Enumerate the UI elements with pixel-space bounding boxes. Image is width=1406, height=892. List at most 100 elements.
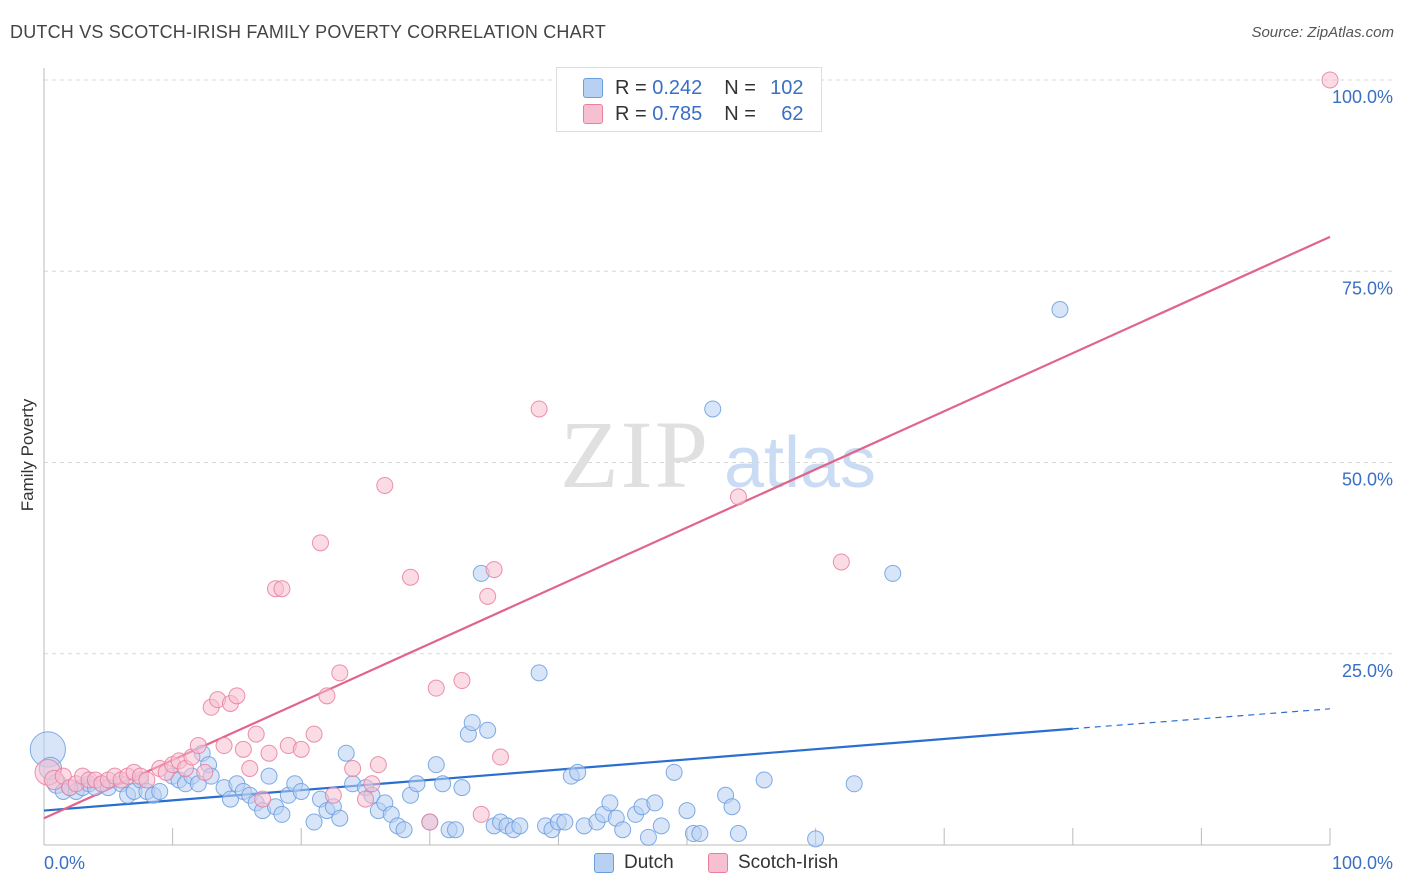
point-scotch-irish [318, 687, 336, 705]
y-tick-label: 25.0% [1342, 661, 1393, 681]
legend-dutch-n-value: 102 [770, 76, 804, 99]
point-scotch-irish [273, 580, 291, 598]
point-scotch-irish [305, 725, 323, 743]
point-dutch [337, 744, 355, 762]
legend-scotch-r-label: R = [615, 102, 653, 125]
point-dutch [601, 794, 619, 812]
legend-swatch-scotch [583, 104, 603, 124]
bottom-legend-swatch-dutch [594, 853, 614, 873]
point-scotch-irish [453, 672, 471, 690]
point-scotch-irish [832, 553, 850, 571]
legend-scotch-n-label: N = [724, 102, 762, 125]
point-scotch-irish [189, 737, 207, 755]
trend-line-scotch-irish [43, 235, 1331, 820]
point-dutch [755, 771, 773, 789]
trend-line-dutch [43, 727, 1073, 812]
point-scotch-irish [357, 790, 374, 808]
point-dutch [511, 817, 529, 835]
legend-scotch-n-value: 62 [781, 102, 804, 125]
point-dutch [665, 763, 683, 781]
point-scotch-irish [138, 771, 156, 789]
watermark-zip: ZIP [560, 401, 710, 508]
gridlines [44, 79, 1395, 655]
point-dutch [453, 779, 471, 797]
point-scotch-irish [492, 748, 510, 766]
x-tick-label: 100.0% [1332, 853, 1393, 873]
x-tick-label: 0.0% [44, 853, 85, 873]
point-scotch-irish [530, 400, 548, 418]
point-dutch [221, 790, 239, 808]
point-dutch [845, 775, 863, 793]
bottom-legend-label-scotch: Scotch-Irish [738, 852, 839, 873]
point-dutch [305, 813, 323, 831]
legend-row-dutch: R = 0.242 N = 102 [583, 76, 804, 100]
bottom-legend-scotch: Scotch-Irish [708, 852, 838, 874]
point-dutch [408, 775, 426, 793]
data-points [29, 71, 1339, 848]
bottom-legend-dutch: Dutch [594, 852, 674, 874]
point-scotch-irish [485, 561, 503, 579]
point-dutch [260, 767, 278, 785]
point-dutch [434, 775, 452, 793]
y-tick-label: 100.0% [1332, 87, 1393, 107]
point-dutch [556, 813, 574, 831]
point-scotch-irish [369, 756, 387, 774]
point-scotch-irish [241, 760, 259, 777]
point-dutch [704, 400, 722, 418]
point-scotch-irish [479, 587, 497, 605]
point-scotch-irish [729, 488, 747, 506]
point-scotch-irish [196, 763, 214, 781]
point-scotch-irish [331, 664, 349, 682]
trend-extension-dutch [1072, 708, 1331, 730]
point-dutch [331, 809, 349, 827]
point-scotch-irish [324, 786, 342, 804]
point-scotch-irish [234, 740, 252, 758]
y-tick-label: 50.0% [1342, 470, 1393, 490]
point-dutch [1051, 301, 1069, 318]
point-scotch-irish [247, 725, 265, 743]
bottom-legend-label-dutch: Dutch [624, 852, 674, 873]
point-dutch [151, 782, 169, 800]
point-scotch-irish [228, 687, 246, 705]
point-dutch [447, 821, 465, 839]
legend-row-scotch: R = 0.785 N = 62 [583, 102, 804, 126]
point-scotch-irish [292, 740, 310, 758]
point-scotch-irish [344, 760, 362, 777]
point-dutch [479, 721, 497, 739]
point-scotch-irish [311, 534, 329, 552]
legend-scotch-r-value: 0.785 [652, 102, 703, 125]
point-scotch-irish [402, 568, 420, 586]
point-dutch [395, 821, 413, 839]
source-label: Source: ZipAtlas.com [1251, 24, 1394, 41]
point-scotch-irish [472, 805, 490, 823]
point-dutch [427, 756, 445, 774]
chart-title: DUTCH VS SCOTCH-IRISH FAMILY POVERTY COR… [10, 22, 606, 42]
stats-legend: R = 0.242 N = 102 R = 0.785 N = 62 [556, 67, 822, 132]
point-scotch-irish [254, 790, 272, 808]
trend-lines [43, 235, 1331, 820]
point-dutch [729, 825, 747, 843]
point-dutch [530, 664, 548, 682]
point-dutch [292, 782, 310, 800]
point-dutch [646, 794, 664, 812]
point-scotch-irish [215, 737, 233, 755]
watermark: ZIP atlas [560, 401, 876, 508]
point-dutch [884, 564, 902, 582]
legend-swatch-dutch [583, 78, 603, 98]
legend-dutch-r-value: 0.242 [652, 76, 703, 99]
tick-labels: 25.0% 50.0% 75.0% 100.0% 0.0% 100.0% [44, 87, 1393, 873]
watermark-atlas: atlas [724, 423, 876, 503]
bottom-legend-swatch-scotch [708, 853, 728, 873]
point-scotch-irish [1321, 71, 1339, 89]
point-dutch [807, 830, 825, 848]
point-dutch [614, 821, 632, 839]
point-scotch-irish [363, 775, 381, 793]
point-scotch-irish [427, 679, 445, 697]
point-scotch-irish [376, 476, 394, 494]
point-dutch [639, 828, 657, 846]
point-scotch-irish [421, 813, 439, 831]
point-dutch [723, 798, 741, 816]
point-dutch [678, 802, 696, 820]
point-scotch-irish [260, 744, 278, 762]
